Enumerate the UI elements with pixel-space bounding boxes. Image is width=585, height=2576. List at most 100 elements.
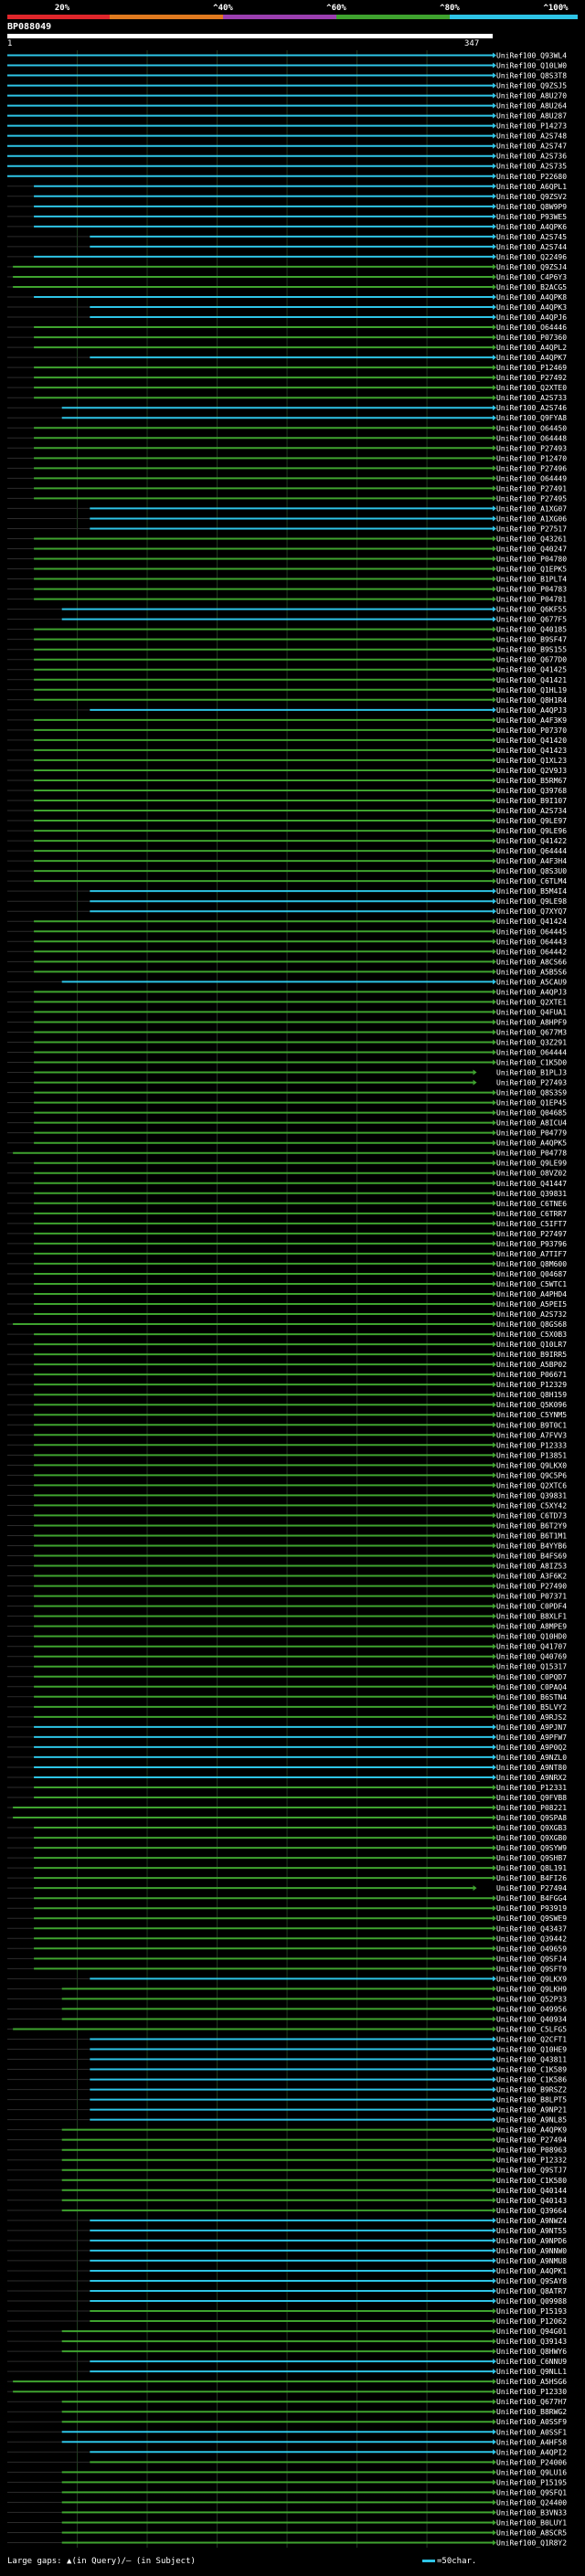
hit-row[interactable]: UniRef100_P27491 [7, 484, 567, 493]
hit-label[interactable]: UniRef100_A2S748 [496, 133, 567, 141]
hit-row[interactable]: UniRef100_B1PLT4 [7, 576, 567, 584]
hit-label[interactable]: UniRef100_C1K589 [496, 2066, 567, 2074]
hit-label[interactable]: UniRef100_Q52P33 [496, 1995, 567, 2003]
hit-label[interactable]: UniRef100_Q2XTE0 [496, 384, 567, 392]
hit-row[interactable]: UniRef100_Q41447 [7, 1180, 567, 1188]
hit-row[interactable]: UniRef100_C6TRR7 [7, 1210, 567, 1218]
hit-label[interactable]: UniRef100_O64449 [496, 474, 567, 482]
hit-label[interactable]: UniRef100_Q8HWY6 [496, 2348, 567, 2356]
hit-row[interactable]: UniRef100_Q1EP45 [7, 1099, 567, 1108]
hit-row[interactable]: UniRef100_B8LPT5 [7, 2096, 567, 2104]
hit-row[interactable]: UniRef100_A4PHD4 [7, 1290, 567, 1299]
hit-row[interactable]: UniRef100_P27497 [7, 1230, 567, 1238]
hit-label[interactable]: UniRef100_Q04687 [496, 1270, 567, 1278]
hit-row[interactable]: UniRef100_B5RM67 [7, 777, 567, 785]
hit-label[interactable]: UniRef100_B8XLF1 [496, 1613, 567, 1621]
hit-row[interactable]: UniRef100_C6TNE6 [7, 1200, 567, 1208]
hit-row[interactable]: UniRef100_Q40144 [7, 2187, 567, 2195]
hit-row[interactable]: UniRef100_A8HPF9 [7, 1018, 567, 1026]
hit-row[interactable]: UniRef100_B3VN33 [7, 2508, 567, 2517]
hit-row[interactable]: UniRef100_C1K589 [7, 2066, 567, 2074]
hit-row[interactable]: UniRef100_P13851 [7, 1451, 567, 1459]
hit-label[interactable]: UniRef100_A4PHD4 [496, 1290, 567, 1299]
hit-row[interactable]: UniRef100_A8MPE9 [7, 1623, 567, 1631]
hit-row[interactable]: UniRef100_Q39831 [7, 1491, 567, 1500]
hit-row[interactable]: UniRef100_P27494 [7, 1884, 567, 1892]
hit-row[interactable]: UniRef100_C6NNU9 [7, 2358, 567, 2366]
hit-row[interactable]: UniRef100_Q8H159 [7, 1391, 567, 1399]
hit-row[interactable]: UniRef100_Q9FVB8 [7, 1794, 567, 1802]
hit-row[interactable]: UniRef100_P27493 [7, 444, 567, 452]
hit-row[interactable]: UniRef100_A4QPJ3 [7, 706, 567, 715]
hit-label[interactable]: UniRef100_Q40769 [496, 1653, 567, 1661]
hit-label[interactable]: UniRef100_Q8S3S9 [496, 1089, 567, 1097]
hit-row[interactable]: UniRef100_B4FS69 [7, 1553, 567, 1561]
hit-row[interactable]: UniRef100_B9IRR5 [7, 1351, 567, 1359]
hit-row[interactable]: UniRef100_Q8HWY6 [7, 2348, 567, 2356]
hit-label[interactable]: UniRef100_C5IFT7 [496, 1220, 567, 1228]
hit-row[interactable]: UniRef100_C0PAQ4 [7, 1683, 567, 1691]
hit-row[interactable]: UniRef100_Q9SYW9 [7, 1844, 567, 1852]
hit-row[interactable]: UniRef100_A4QPK5 [7, 1140, 567, 1148]
hit-row[interactable]: UniRef100_Q41707 [7, 1643, 567, 1651]
hit-row[interactable]: UniRef100_A8ICU4 [7, 1119, 567, 1128]
hit-row[interactable]: UniRef100_P08963 [7, 2147, 567, 2155]
hit-label[interactable]: UniRef100_O64450 [496, 424, 567, 432]
hit-label[interactable]: UniRef100_Q40144 [496, 2187, 567, 2195]
hit-row[interactable]: UniRef100_C5LFG5 [7, 2025, 567, 2033]
hit-label[interactable]: UniRef100_P08963 [496, 2147, 567, 2155]
hit-label[interactable]: UniRef100_C5X0B3 [496, 1330, 567, 1339]
hit-label[interactable]: UniRef100_B9RSZ2 [496, 2086, 567, 2094]
hit-label[interactable]: UniRef100_A4QPK1 [496, 2267, 567, 2275]
hit-label[interactable]: UniRef100_P07370 [496, 726, 567, 735]
hit-row[interactable]: UniRef100_Q9SHB7 [7, 1854, 567, 1862]
hit-row[interactable]: UniRef100_A2S732 [7, 1310, 567, 1319]
hit-row[interactable]: UniRef100_Q9SFQ1 [7, 2488, 567, 2496]
hit-label[interactable]: UniRef100_C6TNE6 [496, 1200, 567, 1208]
hit-row[interactable]: UniRef100_B5LVY2 [7, 1703, 567, 1712]
hit-row[interactable]: UniRef100_Q9LKX9 [7, 1975, 567, 1983]
hit-row[interactable]: UniRef100_A9NP21 [7, 2106, 567, 2115]
hit-label[interactable]: UniRef100_Q8H1R4 [496, 696, 567, 705]
hit-row[interactable]: UniRef100_A4QPK6 [7, 223, 567, 231]
hit-label[interactable]: UniRef100_Q9ZSJ5 [496, 82, 567, 90]
hit-row[interactable]: UniRef100_Q2CFT1 [7, 2035, 567, 2043]
hit-row[interactable]: UniRef100_A2S734 [7, 807, 567, 815]
hit-label[interactable]: UniRef100_P27493 [496, 444, 567, 452]
hit-row[interactable]: UniRef100_A8CS66 [7, 958, 567, 966]
hit-row[interactable]: UniRef100_Q2XTC6 [7, 1481, 567, 1489]
hit-label[interactable]: UniRef100_Q2CFT1 [496, 2035, 567, 2043]
hit-row[interactable]: UniRef100_A9P0Q2 [7, 1744, 567, 1752]
hit-row[interactable]: UniRef100_A3F6K2 [7, 1573, 567, 1581]
hit-row[interactable]: UniRef100_A9NNW0 [7, 2247, 567, 2255]
hit-label[interactable]: UniRef100_Q10HD0 [496, 1633, 567, 1641]
hit-label[interactable]: UniRef100_Q04685 [496, 1109, 567, 1118]
hit-row[interactable]: UniRef100_B8RWG2 [7, 2408, 567, 2416]
hit-label[interactable]: UniRef100_B6STN4 [496, 1693, 567, 1701]
hit-row[interactable]: UniRef100_Q39768 [7, 787, 567, 795]
hit-label[interactable]: UniRef100_Q43811 [496, 2056, 567, 2064]
hit-row[interactable]: UniRef100_C0PQD7 [7, 1673, 567, 1681]
hit-row[interactable]: UniRef100_A4HF58 [7, 2438, 567, 2446]
hit-label[interactable]: UniRef100_P27517 [496, 525, 567, 533]
hit-label[interactable]: UniRef100_Q9SHB7 [496, 1854, 567, 1862]
hit-label[interactable]: UniRef100_B1PLJ3 [496, 1069, 567, 1077]
hit-label[interactable]: UniRef100_Q3Z291 [496, 1038, 567, 1046]
hit-row[interactable]: UniRef100_C5X0B3 [7, 1330, 567, 1339]
hit-label[interactable]: UniRef100_B0LUY1 [496, 2518, 567, 2527]
hit-row[interactable]: UniRef100_A4QPI2 [7, 2448, 567, 2456]
hit-label[interactable]: UniRef100_Q09988 [496, 2297, 567, 2306]
hit-row[interactable]: UniRef100_A4QPK9 [7, 2126, 567, 2135]
hit-label[interactable]: UniRef100_Q15317 [496, 1663, 567, 1671]
hit-label[interactable]: UniRef100_A4QPK9 [496, 2126, 567, 2135]
hit-label[interactable]: UniRef100_P12062 [496, 2317, 567, 2326]
hit-row[interactable]: UniRef100_P12329 [7, 1381, 567, 1389]
hit-label[interactable]: UniRef100_A4QPK7 [496, 354, 567, 362]
hit-label[interactable]: UniRef100_A9NNW0 [496, 2247, 567, 2255]
hit-label[interactable]: UniRef100_Q39831 [496, 1190, 567, 1198]
hit-label[interactable]: UniRef100_A9NL85 [496, 2116, 567, 2125]
hit-row[interactable]: UniRef100_O64442 [7, 948, 567, 956]
hit-row[interactable]: UniRef100_A6QPL1 [7, 183, 567, 191]
hit-label[interactable]: UniRef100_P06671 [496, 1371, 567, 1379]
hit-row[interactable]: UniRef100_Q9C5P6 [7, 1471, 567, 1479]
